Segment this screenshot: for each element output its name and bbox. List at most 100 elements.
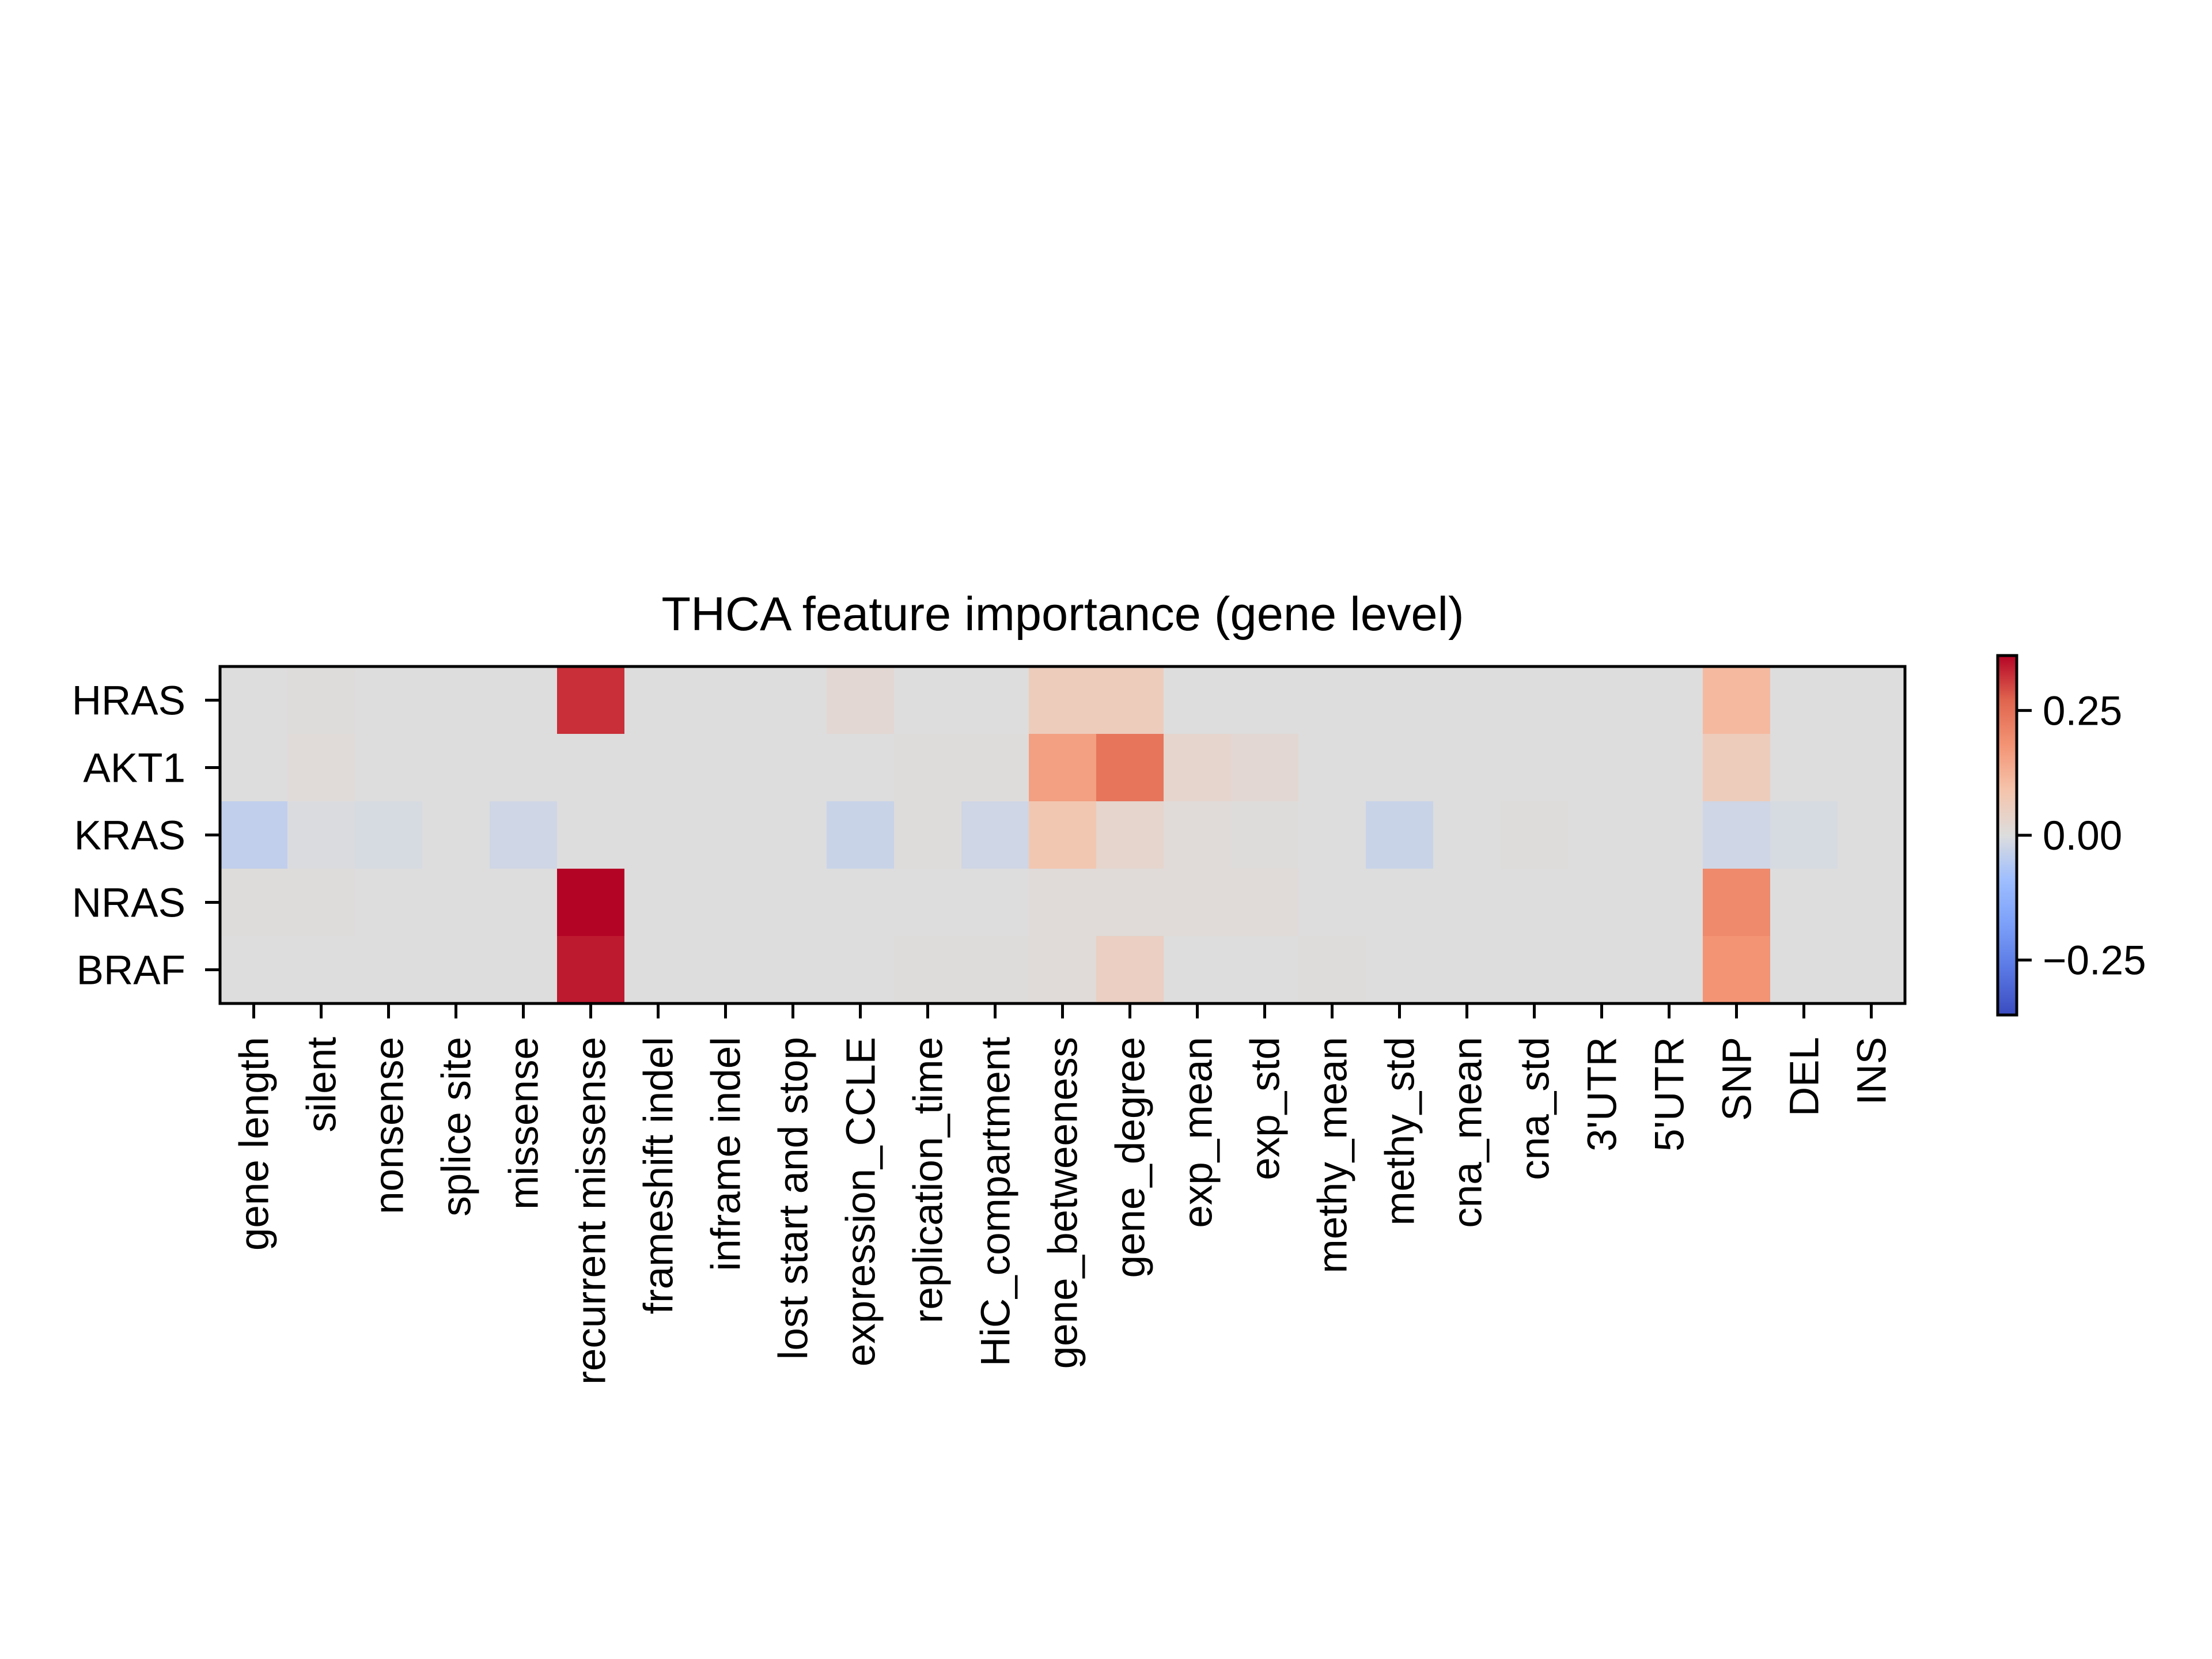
- x-tick-label: methy_mean: [1310, 1037, 1356, 1273]
- heatmap-cell: [894, 936, 962, 1004]
- heatmap-cell: [1164, 869, 1232, 937]
- x-tick-label: cna_mean: [1445, 1037, 1491, 1228]
- heatmap-cell: [1703, 869, 1771, 937]
- heatmap-cells: [220, 666, 1906, 1004]
- heatmap-cell: [1838, 936, 1906, 1004]
- heatmap-cell: [1366, 734, 1434, 802]
- heatmap-cell: [220, 734, 288, 802]
- heatmap-cell: [1635, 801, 1703, 869]
- heatmap-cell: [759, 801, 827, 869]
- heatmap-cell: [961, 869, 1029, 937]
- heatmap-cell: [1231, 936, 1299, 1004]
- heatmap-cell: [1096, 666, 1164, 734]
- heatmap-cell: [1635, 869, 1703, 937]
- heatmap-cell: [1029, 869, 1097, 937]
- heatmap-cell: [692, 801, 760, 869]
- heatmap-cell: [1231, 734, 1299, 802]
- heatmap-cell: [557, 936, 625, 1004]
- heatmap-cell: [422, 666, 490, 734]
- heatmap-cell: [1298, 734, 1366, 802]
- y-axis: HRAS AKT1 KRAS NRAS BRAF: [72, 679, 220, 994]
- heatmap-cell: [287, 666, 355, 734]
- heatmap-cell: [1433, 666, 1501, 734]
- heatmap-cell: [557, 869, 625, 937]
- heatmap-cell: [557, 801, 625, 869]
- x-tick-label: DEL: [1782, 1037, 1828, 1116]
- x-tick-label: gene_betweeness: [1041, 1037, 1086, 1369]
- heatmap-cell: [355, 936, 423, 1004]
- heatmap-cell: [1096, 869, 1164, 937]
- heatmap-cell: [1433, 801, 1501, 869]
- heatmap-cell: [1096, 734, 1164, 802]
- heatmap-cell: [759, 666, 827, 734]
- heatmap-cell: [287, 801, 355, 869]
- heatmap-cell: [1029, 936, 1097, 1004]
- heatmap-cell: [894, 666, 962, 734]
- x-tick-label: missense: [502, 1037, 547, 1210]
- heatmap-cell: [759, 734, 827, 802]
- heatmap-cell: [1366, 869, 1434, 937]
- heatmap-cell: [1501, 936, 1569, 1004]
- x-tick-label: cna_std: [1513, 1037, 1558, 1180]
- heatmap-cell: [1433, 869, 1501, 937]
- heatmap-cell: [287, 936, 355, 1004]
- colorbar-tick-label: −0.25: [2043, 938, 2146, 984]
- heatmap-cell: [1635, 734, 1703, 802]
- heatmap-cell: [1770, 936, 1838, 1004]
- heatmap-cell: [1501, 666, 1569, 734]
- heatmap-cell: [1501, 869, 1569, 937]
- heatmap-cell: [1231, 801, 1299, 869]
- heatmap-cell: [557, 666, 625, 734]
- x-tick-label: HiC_compartment: [974, 1037, 1019, 1366]
- heatmap-cell: [1298, 666, 1366, 734]
- heatmap-cell: [355, 666, 423, 734]
- heatmap-cell: [1029, 801, 1097, 869]
- heatmap-cell: [355, 869, 423, 937]
- heatmap-cell: [624, 734, 692, 802]
- heatmap-cell: [1568, 666, 1636, 734]
- chart-title: THCA feature importance (gene level): [661, 587, 1464, 641]
- heatmap-cell: [557, 734, 625, 802]
- heatmap-cell: [490, 734, 558, 802]
- heatmap-cell: [961, 734, 1029, 802]
- heatmap-cell: [759, 936, 827, 1004]
- heatmap-cell: [1029, 666, 1097, 734]
- heatmap-cell: [220, 869, 288, 937]
- x-tick-label: recurrent missense: [569, 1037, 615, 1385]
- heatmap-cell: [1770, 869, 1838, 937]
- heatmap-cell: [490, 801, 558, 869]
- x-tick-label: SNP: [1715, 1037, 1760, 1121]
- colorbar-gradient: [1998, 656, 2017, 1015]
- heatmap-cell: [827, 936, 895, 1004]
- heatmap-cell: [1838, 869, 1906, 937]
- x-tick-label: nonsense: [367, 1037, 412, 1214]
- heatmap-cell: [220, 801, 288, 869]
- heatmap-cell: [1366, 801, 1434, 869]
- heatmap-cell: [1433, 936, 1501, 1004]
- heatmap-cell: [287, 734, 355, 802]
- heatmap-cell: [1703, 734, 1771, 802]
- heatmap-cell: [1838, 666, 1906, 734]
- heatmap-cell: [1298, 869, 1366, 937]
- heatmap-cell: [1770, 666, 1838, 734]
- heatmap-cell: [355, 801, 423, 869]
- heatmap-cell: [355, 734, 423, 802]
- heatmap-cell: [422, 869, 490, 937]
- heatmap-cell: [220, 936, 288, 1004]
- heatmap-cell: [692, 734, 760, 802]
- heatmap-cell: [1164, 801, 1232, 869]
- heatmap-cell: [827, 734, 895, 802]
- colorbar-tick-label: 0.00: [2043, 813, 2122, 859]
- heatmap-cell: [1501, 801, 1569, 869]
- y-tick-label: NRAS: [72, 881, 185, 926]
- heatmap-cell: [1366, 936, 1434, 1004]
- heatmap-cell: [1029, 734, 1097, 802]
- y-tick-label: BRAF: [77, 948, 185, 994]
- heatmap-cell: [961, 801, 1029, 869]
- heatmap-cell: [1568, 869, 1636, 937]
- x-tick-label: exp_std: [1243, 1037, 1289, 1180]
- heatmap-cell: [1635, 666, 1703, 734]
- heatmap-cell: [692, 666, 760, 734]
- heatmap-cell: [1433, 734, 1501, 802]
- x-tick-label: gene_degree: [1108, 1037, 1154, 1278]
